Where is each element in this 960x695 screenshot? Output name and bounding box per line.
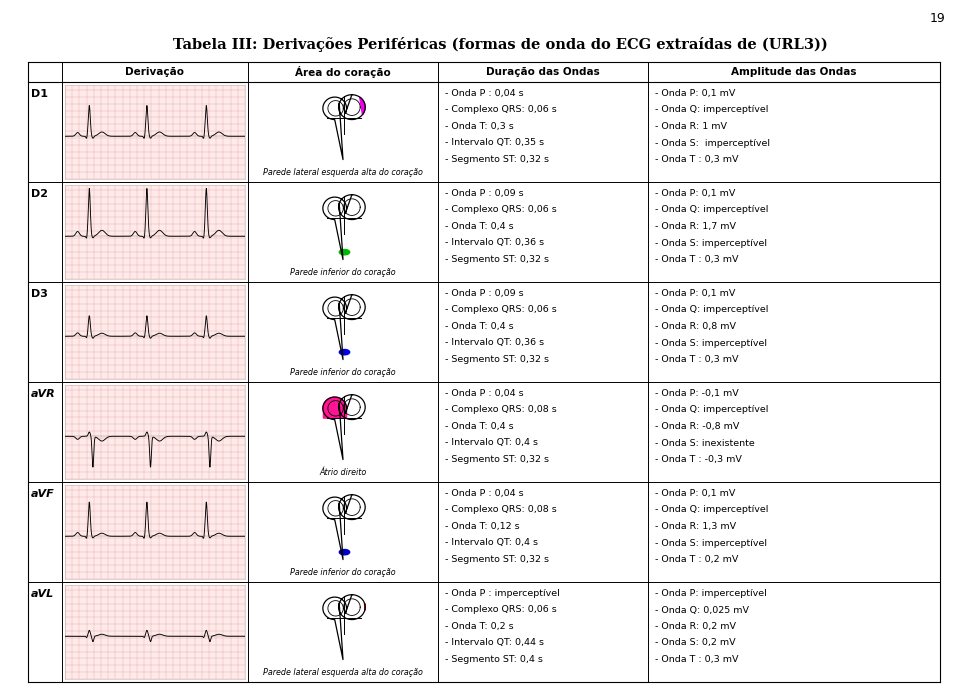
Text: - Complexo QRS: 0,06 s: - Complexo QRS: 0,06 s [445, 106, 557, 115]
Text: - Onda P : 0,09 s: - Onda P : 0,09 s [445, 289, 523, 298]
Text: - Onda P: -0,1 mV: - Onda P: -0,1 mV [655, 389, 739, 398]
Text: Átrio direito: Átrio direito [320, 468, 367, 477]
Text: - Onda P : 0,09 s: - Onda P : 0,09 s [445, 189, 523, 198]
Text: - Onda S: imperceptível: - Onda S: imperceptível [655, 338, 767, 348]
Text: - Onda P : 0,04 s: - Onda P : 0,04 s [445, 389, 523, 398]
Text: - Onda S: 0,2 mV: - Onda S: 0,2 mV [655, 639, 735, 648]
Text: D2: D2 [31, 189, 48, 199]
Text: - Onda S: imperceptível: - Onda S: imperceptível [655, 539, 767, 548]
Text: Parede inferior do coração: Parede inferior do coração [290, 368, 396, 377]
Text: - Intervalo QT: 0,4 s: - Intervalo QT: 0,4 s [445, 439, 538, 448]
Text: - Onda T: 0,4 s: - Onda T: 0,4 s [445, 422, 514, 431]
Polygon shape [360, 97, 365, 115]
Text: Parede inferior do coração: Parede inferior do coração [290, 568, 396, 577]
Text: - Onda T : -0,3 mV: - Onda T : -0,3 mV [655, 455, 742, 464]
Text: - Intervalo QT: 0,44 s: - Intervalo QT: 0,44 s [445, 639, 544, 648]
Text: - Intervalo QT: 0,36 s: - Intervalo QT: 0,36 s [445, 338, 544, 348]
Text: - Complexo QRS: 0,08 s: - Complexo QRS: 0,08 s [445, 405, 557, 414]
Text: - Onda R: 0,2 mV: - Onda R: 0,2 mV [655, 622, 736, 631]
Text: - Onda T: 0,3 s: - Onda T: 0,3 s [445, 122, 514, 131]
Text: - Onda R: 1 mV: - Onda R: 1 mV [655, 122, 727, 131]
Text: - Complexo QRS: 0,06 s: - Complexo QRS: 0,06 s [445, 605, 557, 614]
Text: - Segmento ST: 0,32 s: - Segmento ST: 0,32 s [445, 255, 549, 264]
Text: - Segmento ST: 0,32 s: - Segmento ST: 0,32 s [445, 555, 549, 564]
Text: - Onda R: 1,7 mV: - Onda R: 1,7 mV [655, 222, 736, 231]
Ellipse shape [339, 350, 349, 355]
Text: - Onda Q: imperceptível: - Onda Q: imperceptível [655, 505, 768, 514]
Text: Derivação: Derivação [126, 67, 184, 77]
Text: Parede inferior do coração: Parede inferior do coração [290, 268, 396, 277]
Text: - Onda Q: imperceptível: - Onda Q: imperceptível [655, 306, 768, 315]
Text: - Onda T : 0,2 mV: - Onda T : 0,2 mV [655, 555, 738, 564]
Text: - Onda Q: imperceptível: - Onda Q: imperceptível [655, 405, 768, 414]
Text: - Intervalo QT: 0,4 s: - Intervalo QT: 0,4 s [445, 539, 538, 548]
Text: - Onda T: 0,12 s: - Onda T: 0,12 s [445, 522, 519, 531]
Text: - Complexo QRS: 0,08 s: - Complexo QRS: 0,08 s [445, 505, 557, 514]
Text: - Onda T : 0,3 mV: - Onda T : 0,3 mV [655, 355, 738, 364]
Text: - Onda Q: imperceptível: - Onda Q: imperceptível [655, 206, 768, 215]
Text: - Onda T : 0,3 mV: - Onda T : 0,3 mV [655, 155, 738, 164]
Text: - Onda Q: imperceptível: - Onda Q: imperceptível [655, 106, 768, 115]
Text: - Intervalo QT: 0,36 s: - Intervalo QT: 0,36 s [445, 238, 544, 247]
Text: Duração das Ondas: Duração das Ondas [486, 67, 600, 77]
Text: - Complexo QRS: 0,06 s: - Complexo QRS: 0,06 s [445, 206, 557, 215]
Text: - Onda Q: 0,025 mV: - Onda Q: 0,025 mV [655, 605, 749, 614]
Text: - Onda R: 0,8 mV: - Onda R: 0,8 mV [655, 322, 736, 331]
Text: 19: 19 [929, 12, 945, 25]
Text: - Onda P : 0,04 s: - Onda P : 0,04 s [445, 89, 523, 98]
Text: - Onda P: 0,1 mV: - Onda P: 0,1 mV [655, 289, 735, 298]
Text: - Segmento ST: 0,32 s: - Segmento ST: 0,32 s [445, 155, 549, 164]
Ellipse shape [339, 550, 349, 555]
Text: Amplitude das Ondas: Amplitude das Ondas [732, 67, 856, 77]
Text: - Onda T: 0,4 s: - Onda T: 0,4 s [445, 322, 514, 331]
Text: - Onda S:  imperceptível: - Onda S: imperceptível [655, 138, 770, 147]
Text: - Segmento ST: 0,32 s: - Segmento ST: 0,32 s [445, 355, 549, 364]
Text: aVL: aVL [31, 589, 55, 599]
Text: - Onda S: inexistente: - Onda S: inexistente [655, 439, 755, 448]
Text: Parede lateral esquerda alta do coração: Parede lateral esquerda alta do coração [263, 168, 423, 177]
Text: - Onda T : 0,3 mV: - Onda T : 0,3 mV [655, 655, 738, 664]
Polygon shape [323, 397, 347, 418]
Text: - Onda P: imperceptível: - Onda P: imperceptível [655, 589, 767, 598]
Text: - Onda P : 0,04 s: - Onda P : 0,04 s [445, 489, 523, 498]
Text: - Intervalo QT: 0,35 s: - Intervalo QT: 0,35 s [445, 138, 544, 147]
Text: - Onda R: 1,3 mV: - Onda R: 1,3 mV [655, 522, 736, 531]
Text: D3: D3 [31, 289, 48, 299]
Text: - Onda P: 0,1 mV: - Onda P: 0,1 mV [655, 489, 735, 498]
Text: aVR: aVR [31, 389, 56, 399]
Text: aVF: aVF [31, 489, 55, 499]
Text: - Onda R: -0,8 mV: - Onda R: -0,8 mV [655, 422, 739, 431]
Text: - Onda T : 0,3 mV: - Onda T : 0,3 mV [655, 255, 738, 264]
Text: - Segmento ST: 0,4 s: - Segmento ST: 0,4 s [445, 655, 542, 664]
Ellipse shape [339, 250, 349, 255]
Text: - Onda P: 0,1 mV: - Onda P: 0,1 mV [655, 89, 735, 98]
Text: - Onda T: 0,2 s: - Onda T: 0,2 s [445, 622, 514, 631]
Text: Parede lateral esquerda alta do coração: Parede lateral esquerda alta do coração [263, 668, 423, 677]
Text: - Onda T: 0,4 s: - Onda T: 0,4 s [445, 222, 514, 231]
Text: - Onda P : imperceptível: - Onda P : imperceptível [445, 589, 560, 598]
Text: - Onda P: 0,1 mV: - Onda P: 0,1 mV [655, 189, 735, 198]
Text: D1: D1 [31, 89, 48, 99]
Text: - Complexo QRS: 0,06 s: - Complexo QRS: 0,06 s [445, 306, 557, 315]
Text: Tabela III: Derivações Periféricas (formas de onda do ECG extraídas de (URL3)): Tabela III: Derivações Periféricas (form… [173, 38, 828, 53]
Text: Área do coração: Área do coração [295, 66, 391, 78]
Text: - Onda S: imperceptível: - Onda S: imperceptível [655, 238, 767, 247]
Text: - Segmento ST: 0,32 s: - Segmento ST: 0,32 s [445, 455, 549, 464]
